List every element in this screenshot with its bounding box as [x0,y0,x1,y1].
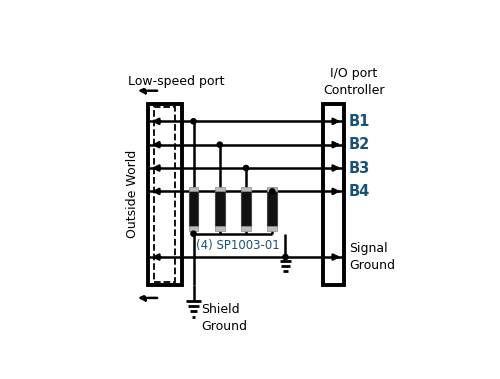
Bar [215,226,224,231]
Bar [268,191,277,226]
Circle shape [244,165,248,171]
Text: B1: B1 [349,114,370,129]
Circle shape [191,231,196,236]
Bar [241,226,251,231]
Bar [215,191,224,226]
Circle shape [283,254,288,260]
Bar [188,191,198,226]
Text: Outside World: Outside World [126,150,138,238]
Text: B4: B4 [349,184,370,199]
Text: B3: B3 [349,161,370,175]
Bar [268,226,277,231]
Circle shape [217,142,222,147]
Text: Low-speed port: Low-speed port [128,75,225,88]
Bar [188,187,198,191]
Bar [324,104,344,285]
Text: Shield
Ground: Shield Ground [201,303,247,334]
Bar [268,187,277,191]
Text: B2: B2 [349,137,370,152]
Text: Signal
Ground: Signal Ground [349,242,395,272]
Text: I/O port
Controller: I/O port Controller [324,67,385,97]
Circle shape [191,119,196,124]
Bar [154,107,175,282]
Bar [188,226,198,231]
Bar [148,104,182,285]
Circle shape [270,189,275,194]
Text: (4) SP1003-01: (4) SP1003-01 [196,239,280,252]
Bar [241,191,251,226]
Bar [215,187,224,191]
Bar [241,187,251,191]
